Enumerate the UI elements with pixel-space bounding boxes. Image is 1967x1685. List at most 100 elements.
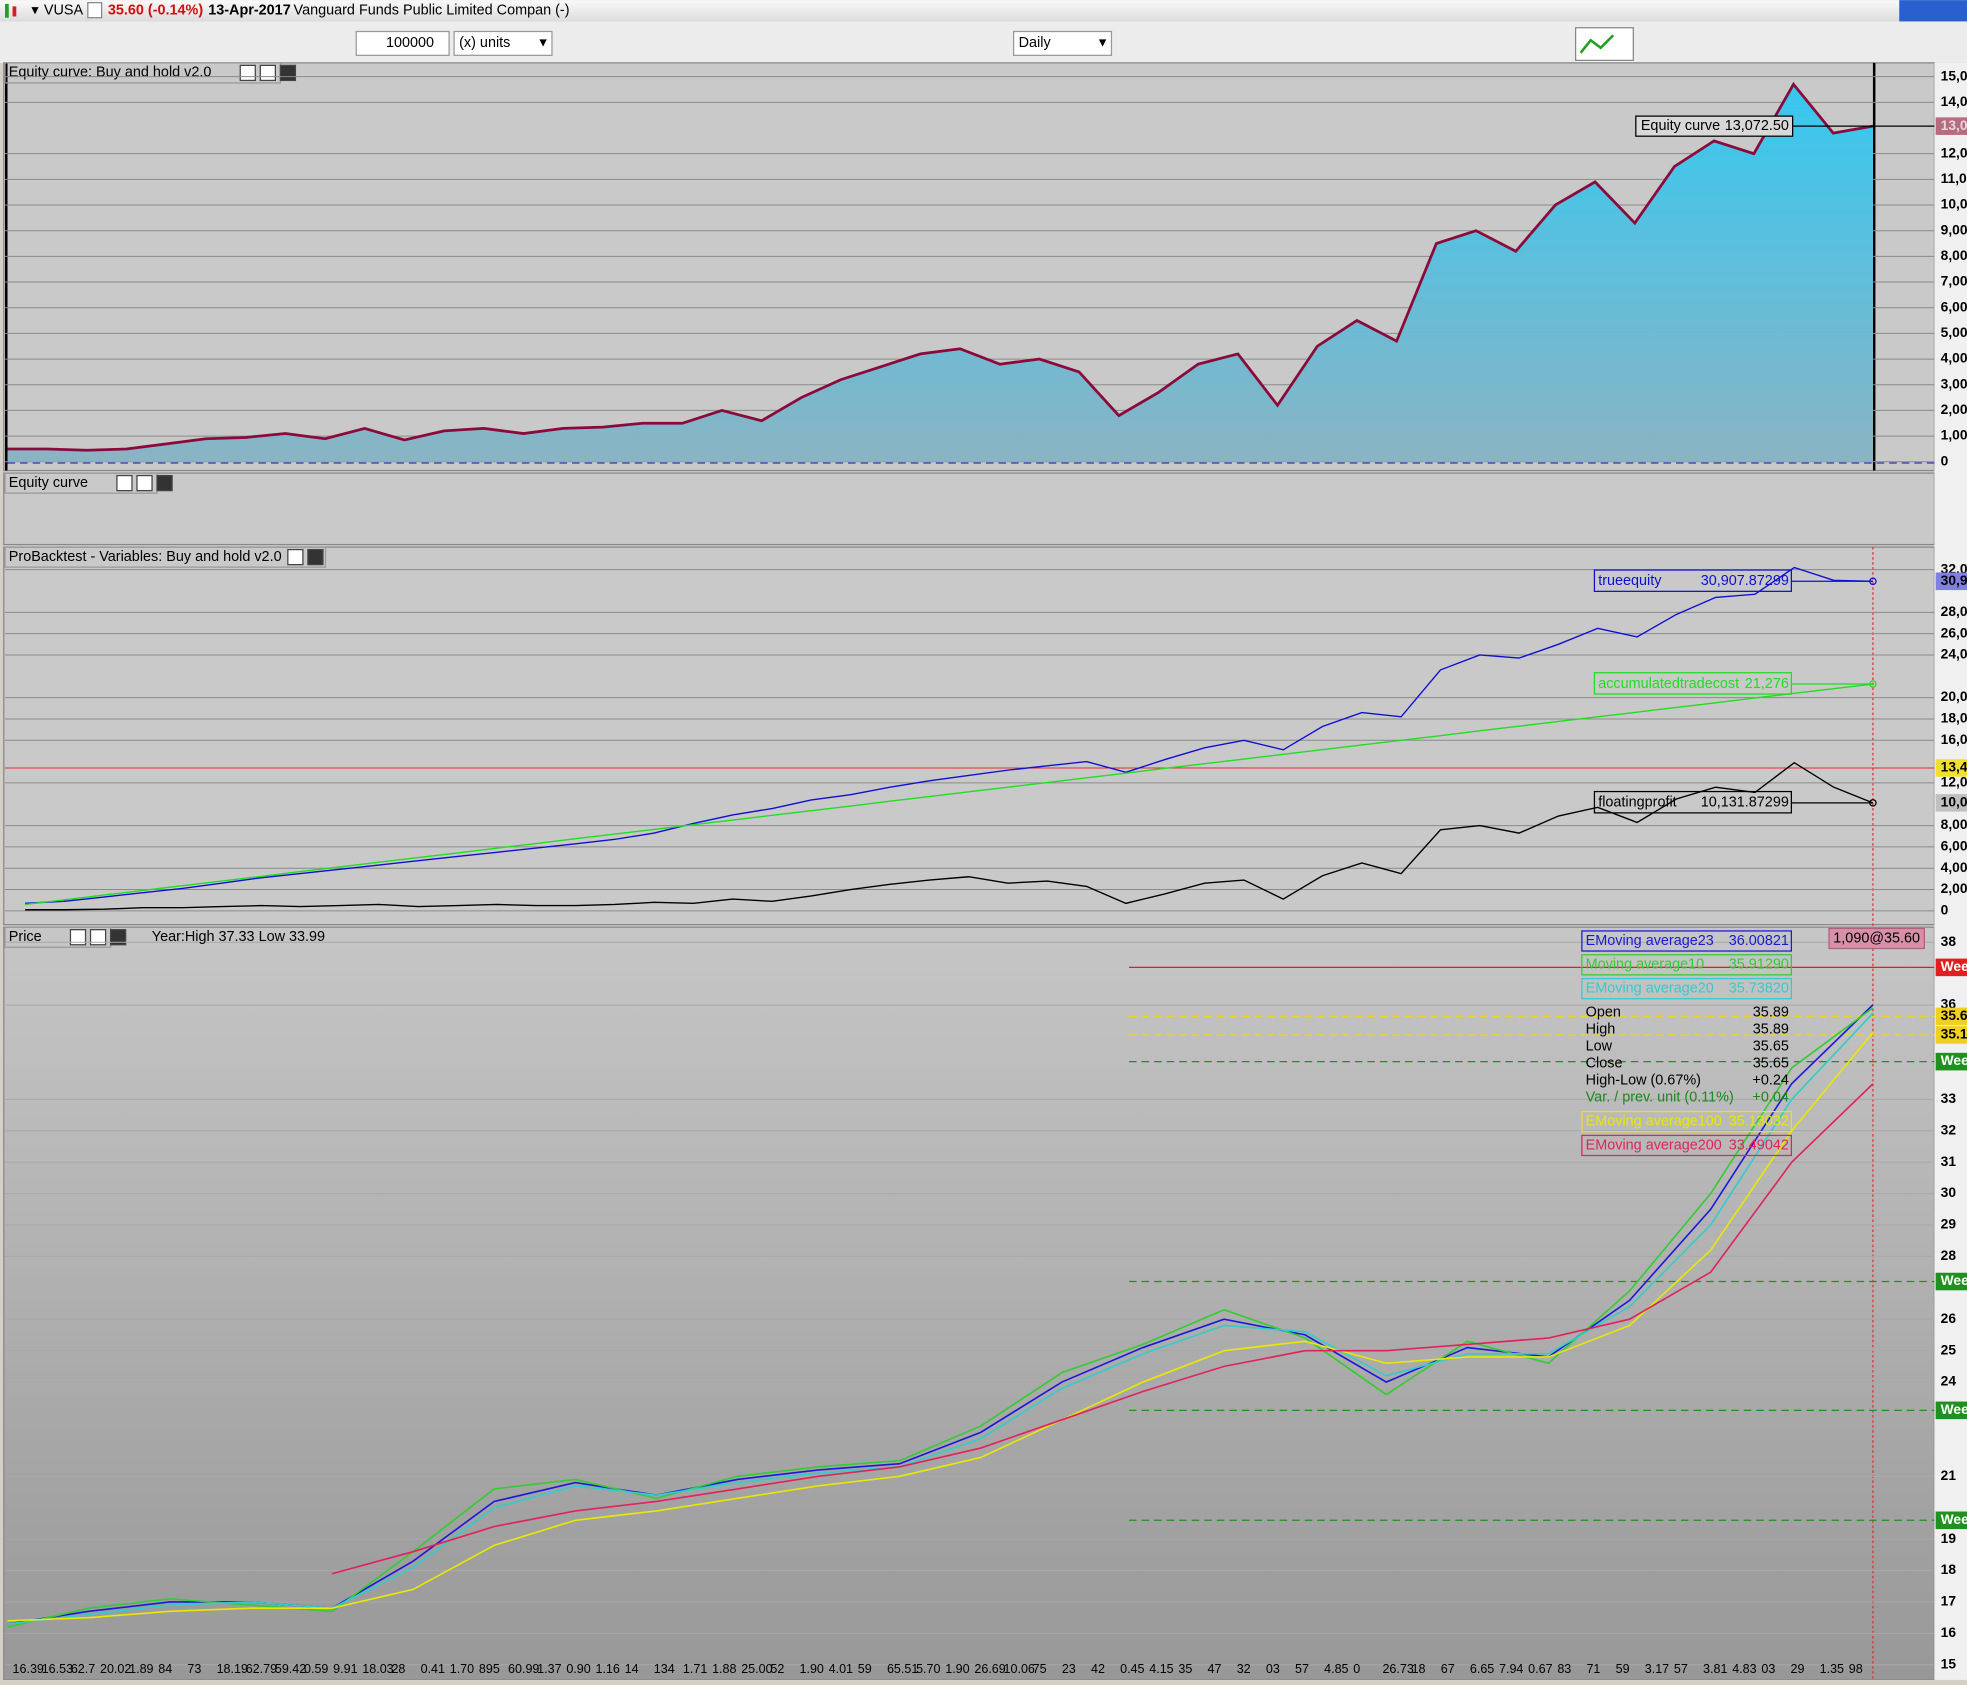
x-tick-label: 65.51 bbox=[887, 1662, 918, 1676]
ohlc-label: High-Low (0.67%) bbox=[1586, 1073, 1701, 1089]
y-tick-label: 1,00 bbox=[1941, 428, 1967, 443]
level-tag-label: Wee bbox=[1941, 1053, 1967, 1068]
x-tick-label: 52 bbox=[770, 1662, 784, 1676]
legend-name: EMoving average23 bbox=[1586, 933, 1714, 949]
y-tick-label: 28,0 bbox=[1941, 604, 1967, 619]
panel-button[interactable] bbox=[239, 64, 256, 82]
toolbar bbox=[0, 21, 1967, 63]
x-tick-label: 9.91 bbox=[333, 1662, 357, 1676]
units-select[interactable] bbox=[453, 30, 553, 56]
panel-button[interactable] bbox=[156, 474, 173, 492]
panel-title: Equity curve bbox=[9, 475, 88, 491]
symbol[interactable]: VUSA bbox=[44, 3, 84, 19]
y-tick-label: 15 bbox=[1941, 1656, 1957, 1671]
panel-button[interactable] bbox=[109, 929, 127, 946]
y-tick-label: 32 bbox=[1941, 1122, 1957, 1137]
panel-button[interactable] bbox=[287, 548, 304, 566]
y-tick-label: 0 bbox=[1941, 903, 1949, 918]
period: Daily bbox=[1019, 35, 1052, 51]
legend-box bbox=[1581, 1110, 1793, 1133]
ohlc-value: 35.65 bbox=[1753, 1055, 1789, 1071]
legend-box bbox=[1581, 1134, 1793, 1157]
ohlc-value: +0.04 bbox=[1752, 1090, 1788, 1106]
x-tick-label: 1.89 bbox=[129, 1662, 153, 1676]
title-bar bbox=[0, 0, 1967, 22]
y-tick-label: 10,0 bbox=[1941, 197, 1967, 212]
x-tick-label: 16.39 bbox=[13, 1662, 44, 1676]
y-tick-label: 8,00 bbox=[1941, 817, 1967, 832]
legend-name: EMoving average200 bbox=[1586, 1137, 1722, 1153]
x-tick-label: 3.17 bbox=[1645, 1662, 1669, 1676]
quantity-input[interactable] bbox=[355, 30, 450, 56]
value-name: Equity curve bbox=[1641, 118, 1720, 134]
ohlc-label: Open bbox=[1586, 1004, 1621, 1020]
level-tag-label: Wee bbox=[1941, 959, 1967, 974]
y-tick-label: 6,00 bbox=[1941, 839, 1967, 854]
panel-button[interactable] bbox=[89, 929, 107, 946]
x-tick-label: 59 bbox=[858, 1662, 872, 1676]
y-tick-label: 21 bbox=[1941, 1468, 1957, 1483]
x-tick-label: 57 bbox=[1674, 1662, 1688, 1676]
axis-marker-label: 13,0 bbox=[1941, 118, 1967, 133]
x-tick-label: 42 bbox=[1091, 1662, 1105, 1676]
x-tick-label: 6.65 bbox=[1470, 1662, 1494, 1676]
panel-button[interactable] bbox=[69, 929, 87, 946]
ohlc-label: Close bbox=[1586, 1055, 1623, 1071]
x-tick-label: 18.19 bbox=[217, 1662, 248, 1676]
x-tick-label: 0.67 bbox=[1528, 1662, 1552, 1676]
x-tick-label: 59.42 bbox=[275, 1662, 306, 1676]
dropdown-arrow[interactable]: ▾ bbox=[31, 3, 38, 19]
x-tick-label: 1.70 bbox=[450, 1662, 474, 1676]
panel-title: ProBacktest - Variables: Buy and hold v2… bbox=[9, 549, 282, 565]
panel-title-box bbox=[4, 546, 327, 568]
x-tick-label: 03 bbox=[1761, 1662, 1775, 1676]
x-tick-label: 1.90 bbox=[945, 1662, 969, 1676]
x-tick-label: 32 bbox=[1237, 1662, 1251, 1676]
x-tick-label: 4.15 bbox=[1149, 1662, 1173, 1676]
x-tick-label: 4.01 bbox=[829, 1662, 853, 1676]
y-tick-label: 9,00 bbox=[1941, 222, 1967, 237]
date: 13-Apr-2017 bbox=[208, 3, 290, 19]
menu-button[interactable] bbox=[1899, 0, 1967, 22]
info-button[interactable] bbox=[87, 2, 103, 19]
y-tick-label: 4,00 bbox=[1941, 351, 1967, 366]
panel-button[interactable] bbox=[116, 474, 133, 492]
y-tick-label: 11,0 bbox=[1941, 171, 1967, 186]
x-tick-label: 14 bbox=[625, 1662, 639, 1676]
x-tick-label: 1.90 bbox=[800, 1662, 824, 1676]
x-tick-label: 10.06 bbox=[1004, 1662, 1035, 1676]
x-tick-label: 1.71 bbox=[683, 1662, 707, 1676]
x-tick-label: 57 bbox=[1295, 1662, 1309, 1676]
level-tag-label: 35.6 bbox=[1941, 1008, 1967, 1023]
axis-marker bbox=[1935, 759, 1967, 777]
y-tick-label: 3,00 bbox=[1941, 376, 1967, 391]
x-tick-label: 134 bbox=[654, 1662, 675, 1676]
y-tick-label: 12,0 bbox=[1941, 775, 1967, 790]
legend-value: 30,907.87299 bbox=[1701, 573, 1789, 589]
panel-title: Price bbox=[9, 929, 42, 945]
legend-name: Moving average10 bbox=[1586, 957, 1705, 973]
level-tag bbox=[1935, 1511, 1967, 1530]
y-tick-label: 2,00 bbox=[1941, 402, 1967, 417]
y-tick-label: 30 bbox=[1941, 1185, 1957, 1200]
y-tick-label: 6,00 bbox=[1941, 299, 1967, 314]
ohlc-value: 35.89 bbox=[1753, 1021, 1789, 1037]
panel-price bbox=[3, 926, 1936, 1681]
x-tick-label: 71 bbox=[1586, 1662, 1600, 1676]
period-select[interactable] bbox=[1012, 30, 1113, 56]
legend-value: 10,131.87299 bbox=[1701, 795, 1789, 811]
x-tick-label: 1.88 bbox=[712, 1662, 736, 1676]
legend-name: accumulatedtradecost bbox=[1598, 676, 1739, 692]
x-tick-label: 3.81 bbox=[1703, 1662, 1727, 1676]
value-label: 13,072.50 bbox=[1725, 118, 1789, 134]
x-tick-label: 26.73 bbox=[1382, 1662, 1413, 1676]
panel-button[interactable] bbox=[259, 64, 276, 82]
panel-button[interactable] bbox=[307, 548, 324, 566]
panel-button[interactable] bbox=[136, 474, 153, 492]
x-tick-label: 84 bbox=[158, 1662, 172, 1676]
moving-average bbox=[331, 1083, 1874, 1575]
level-tag-label: Wee bbox=[1941, 1273, 1967, 1288]
legend-value: 36.00821 bbox=[1729, 933, 1789, 949]
axis-marker bbox=[1935, 117, 1967, 135]
panel-button[interactable] bbox=[279, 64, 297, 82]
